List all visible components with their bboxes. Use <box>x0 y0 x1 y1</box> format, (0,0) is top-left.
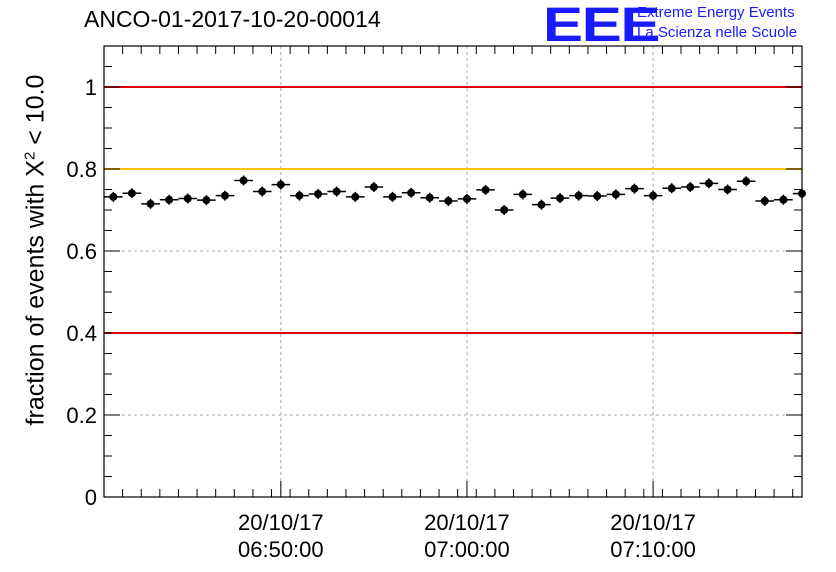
data-point <box>295 191 304 200</box>
plot-area <box>104 46 802 497</box>
y-tick-label: 0.2 <box>66 403 97 428</box>
x-tick-label-time: 07:10:00 <box>610 537 696 562</box>
x-tick-label-date: 20/10/17 <box>238 510 324 535</box>
org-name-line2: La Scienza nelle Scuole <box>637 24 798 41</box>
data-point <box>556 194 565 203</box>
data-point <box>704 179 713 188</box>
data-point <box>593 192 602 201</box>
data-point <box>500 206 509 214</box>
data-point <box>351 192 360 201</box>
data-point <box>462 194 471 203</box>
data-point <box>611 190 620 199</box>
y-tick-label: 0.6 <box>66 239 97 264</box>
data-point <box>146 199 155 208</box>
data-point <box>220 191 229 200</box>
data-point <box>649 191 658 200</box>
data-point <box>388 192 397 201</box>
data-point <box>779 195 788 204</box>
data-point <box>202 196 211 205</box>
data-point <box>314 190 323 199</box>
data-point <box>667 184 676 193</box>
data-point <box>127 189 136 198</box>
data-point <box>369 183 378 192</box>
y-tick-label: 0 <box>85 485 97 510</box>
y-tick-label: 0.8 <box>66 157 97 182</box>
y-tick-label: 0.4 <box>66 321 97 346</box>
data-point <box>686 183 695 192</box>
data-point <box>574 191 583 200</box>
data-point <box>723 185 732 194</box>
data-point <box>760 196 769 205</box>
data-point <box>183 194 192 203</box>
eee-logo: EEE <box>543 0 661 52</box>
data-point <box>276 180 285 189</box>
org-name-line1: Extreme Energy Events <box>637 4 795 21</box>
data-point <box>481 185 490 194</box>
data-point <box>630 184 639 193</box>
data-point <box>165 195 174 204</box>
data-point <box>109 192 118 201</box>
chart-title: ANCO-01-2017-10-20-00014 <box>84 6 381 32</box>
x-tick-label-time: 06:50:00 <box>238 537 324 562</box>
data-point <box>425 193 434 202</box>
x-tick-label-date: 20/10/17 <box>424 510 510 535</box>
data-point <box>332 187 341 196</box>
x-tick-label-time: 07:00:00 <box>424 537 510 562</box>
data-point <box>444 196 453 205</box>
data-point <box>742 177 751 186</box>
data-point <box>258 187 267 196</box>
x-tick-label-date: 20/10/17 <box>610 510 696 535</box>
y-tick-label: 1 <box>85 75 97 100</box>
data-point <box>407 188 416 197</box>
data-point <box>518 190 527 199</box>
data-point <box>537 200 546 209</box>
data-point <box>239 176 248 185</box>
